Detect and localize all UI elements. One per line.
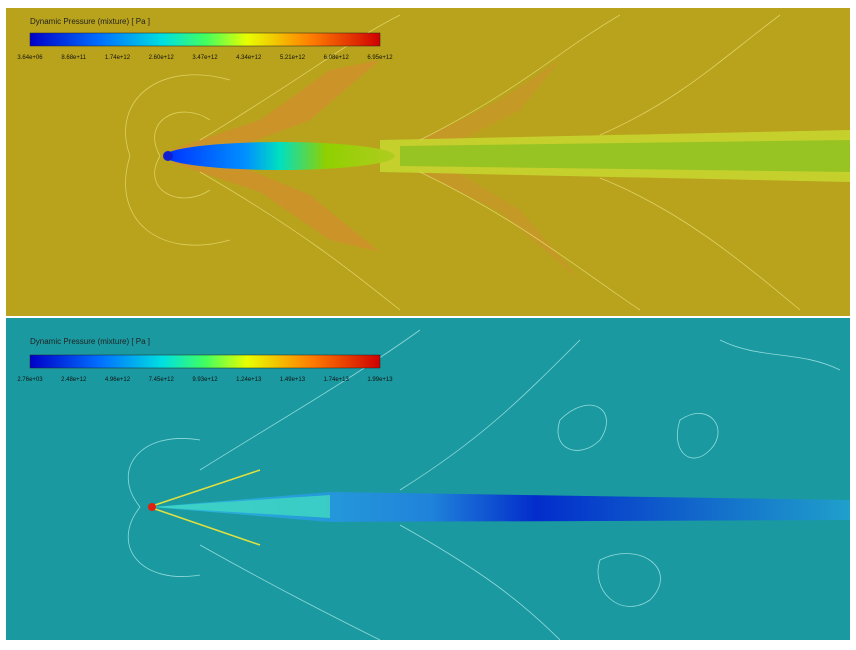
projectile [148,503,156,511]
colorbar-ticks: 3.64e+06 8.68e+11 1.74e+12 2.60e+12 3.47e+12… [17,55,393,61]
colorbar-tick-label: 6.08e+12 [324,55,350,61]
screenshot: Dynamic Pressure (mixture) [ Pa ] 3.64e+… [0,0,856,650]
colorbar-tick-label: 7.45e+12 [149,377,175,383]
colorbar-tick-label: 6.95e+12 [367,55,393,61]
colorbar-tick-label: 1.24e+13 [236,377,262,383]
colorbar-tick-label: 4.96e+12 [105,377,131,383]
colorbar-tick-label: 3.47e+12 [192,55,218,61]
projectile-wake [165,142,395,170]
colorbar-tick-label: 1.74e+12 [105,55,131,61]
colorbar-tick-label: 8.68e+11 [61,55,86,61]
legend-title: Dynamic Pressure (mixture) [ Pa ] [30,337,150,346]
top-panel [6,8,850,316]
colorbar-tick-label: 1.74e+13 [324,377,350,383]
colorbar-tick-label: 1.49e+13 [280,377,306,383]
colorbar-ticks: 2.76e+03 2.48e+12 4.96e+12 7.45e+12 9.93e+12… [17,377,393,383]
legend-title: Dynamic Pressure (mixture) [ Pa ] [30,17,150,26]
colorbar-tick-label: 5.21e+12 [280,55,306,61]
colorbar-tick-label: 4.34e+12 [236,55,262,61]
colorbar [30,355,380,368]
colorbar [30,33,380,46]
colorbar-tick-label: 2.60e+12 [149,55,175,61]
colorbar-tick-label: 2.76e+03 [17,377,43,383]
colorbar-tick-label: 9.93e+12 [192,377,218,383]
colorbar-tick-label: 2.48e+12 [61,377,87,383]
colorbar-tick-label: 1.99e+13 [367,377,393,383]
projectile [163,151,173,161]
colorbar-tick-label: 3.64e+06 [17,55,43,61]
